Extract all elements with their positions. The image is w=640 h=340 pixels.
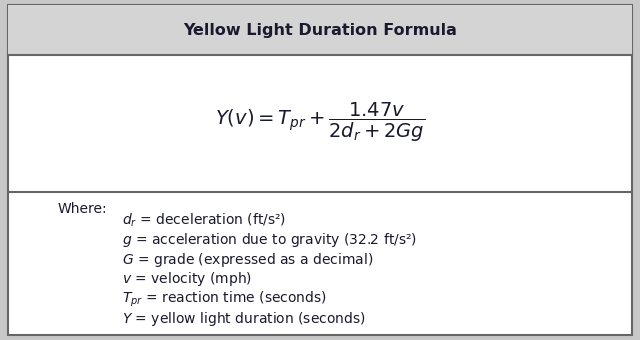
Text: Yellow Light Duration Formula: Yellow Light Duration Formula bbox=[183, 23, 457, 38]
Text: $d_r$ = deceleration (ft/s²): $d_r$ = deceleration (ft/s²) bbox=[122, 211, 285, 229]
Text: $Y$ = yellow light duration (seconds): $Y$ = yellow light duration (seconds) bbox=[122, 310, 365, 328]
Text: $g$ = acceleration due to gravity (32.2 ft/s²): $g$ = acceleration due to gravity (32.2 … bbox=[122, 231, 417, 249]
Text: Where:: Where: bbox=[58, 202, 108, 216]
Text: $G$ = grade (expressed as a decimal): $G$ = grade (expressed as a decimal) bbox=[122, 251, 373, 269]
Text: $T_{pr}$ = reaction time (seconds): $T_{pr}$ = reaction time (seconds) bbox=[122, 290, 326, 309]
Bar bbox=[8, 5, 632, 55]
Text: $Y(v) = T_{pr} + \dfrac{1.47v}{2d_r + 2Gg}$: $Y(v) = T_{pr} + \dfrac{1.47v}{2d_r + 2G… bbox=[215, 101, 425, 144]
Text: $v$ = velocity (mph): $v$ = velocity (mph) bbox=[122, 271, 252, 288]
